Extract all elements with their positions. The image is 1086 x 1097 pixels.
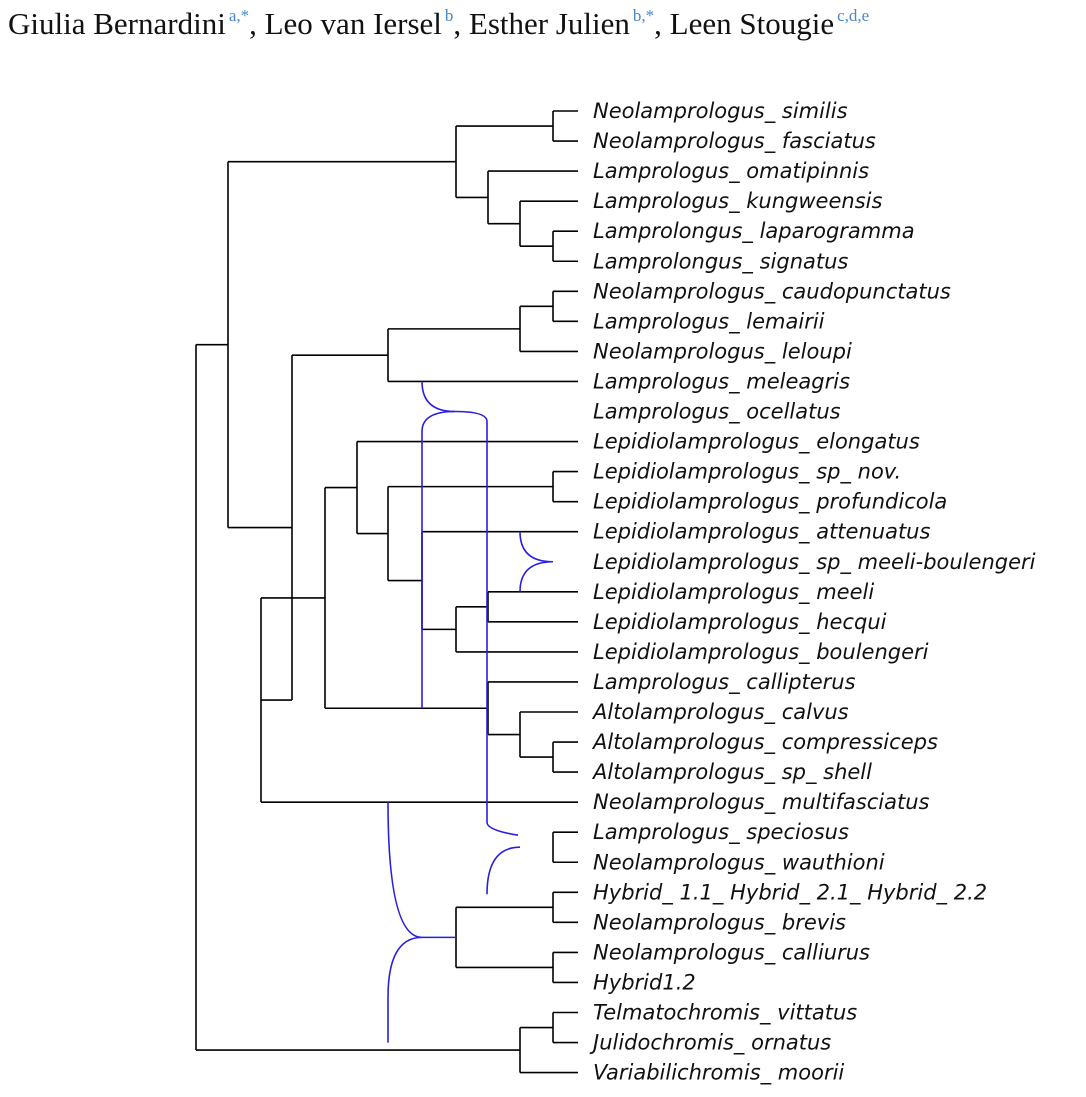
taxon-label: Neolamprologus_ calliurus (593, 940, 870, 965)
taxon-label: Neolamprologus_ multifasciatus (593, 790, 930, 815)
taxon-label: Lamprolongus_ laparogramma (593, 219, 915, 244)
taxon-label: Lepidiolamprologus_ hecqui (593, 610, 887, 635)
reticulation-edges (387, 381, 554, 1043)
taxon-label: Lepidiolamprologus_ attenuatus (593, 520, 930, 545)
author-name: Leo van Iersel (264, 6, 442, 41)
taxon-label: Lepidiolamprologus_ meeli (593, 580, 874, 605)
taxon-label: Hybrid1.2 (593, 970, 696, 994)
reticulation-edge (486, 846, 521, 895)
author-affiliation[interactable]: c,d,e (837, 6, 870, 25)
taxon-label: Lepidiolamprologus_ sp_ meeli-boulengeri (593, 550, 1036, 575)
reticulation-edge (519, 531, 554, 563)
taxon-label: Lamprologus_ ocellatus (593, 400, 841, 425)
author-line: Giulia Bernardini a,*, Leo van Iersel b, E… (8, 6, 870, 41)
reticulation-edge (387, 936, 423, 1043)
taxon-label: Lamprologus_ kungweensis (593, 189, 882, 214)
reticulation-edge (421, 381, 456, 413)
author-affiliation[interactable]: a,* (228, 6, 250, 25)
taxon-label: Lamprologus_ callipterus (593, 670, 856, 695)
taxon-label: Neolamprologus_ leloupi (593, 339, 852, 364)
reticulation-edge (519, 560, 554, 592)
taxon-label: Lamprologus_ speciosus (593, 820, 849, 845)
taxon-label: Neolamprologus_ brevis (593, 910, 846, 935)
taxon-label: Variabilichromis_ moorii (593, 1061, 844, 1086)
reticulation-edge (421, 410, 456, 709)
taxon-label: Julidochromis_ ornatus (589, 1031, 831, 1056)
author-name: Leen Stougie (669, 6, 835, 41)
taxon-label: Hybrid_ 1.1_ Hybrid_ 2.1_ Hybrid_ 2.2 (593, 880, 987, 905)
taxon-label: Lamprologus_ lemairii (593, 309, 825, 334)
taxon-label: Altolamprologus_ compressiceps (591, 730, 938, 755)
author-name: Giulia Bernardini (8, 6, 226, 41)
taxon-label: Telmatochromis_ vittatus (593, 1001, 857, 1026)
taxon-label: Lepidiolamprologus_ profundicola (593, 490, 947, 515)
taxon-label: Neolamprologus_ similis (593, 99, 848, 124)
taxon-label: Lepidiolamprologus_ boulengeri (593, 640, 929, 665)
author-name: Esther Julien (468, 6, 630, 41)
reticulation-edge (387, 802, 423, 939)
author-affiliation[interactable]: b,* (632, 6, 655, 25)
taxon-labels: Neolamprologus_ similis Neolamprologus_ f… (589, 99, 1036, 1086)
taxon-label: Lamprolongus_ signatus (593, 249, 848, 274)
taxon-label: Neolamprologus_ wauthioni (593, 850, 885, 875)
taxon-label: Lamprologus_ meleagris (593, 369, 850, 394)
taxon-label: Neolamprologus_ caudopunctatus (593, 279, 951, 304)
taxon-label: Neolamprologus_ fasciatus (593, 129, 876, 154)
reticulation-edge (454, 410, 519, 836)
author-affiliation[interactable]: b (444, 6, 454, 25)
taxon-label: Altolamprologus_ sp_ shell (591, 760, 872, 785)
tree-edges (195, 110, 578, 1074)
taxon-label: Lepidiolamprologus_ elongatus (593, 430, 920, 455)
taxon-label: Altolamprologus_ calvus (591, 700, 849, 725)
taxon-label: Lamprologus_ omatipinnis (593, 159, 869, 184)
taxon-label: Lepidiolamprologus_ sp_ nov. (593, 460, 901, 485)
